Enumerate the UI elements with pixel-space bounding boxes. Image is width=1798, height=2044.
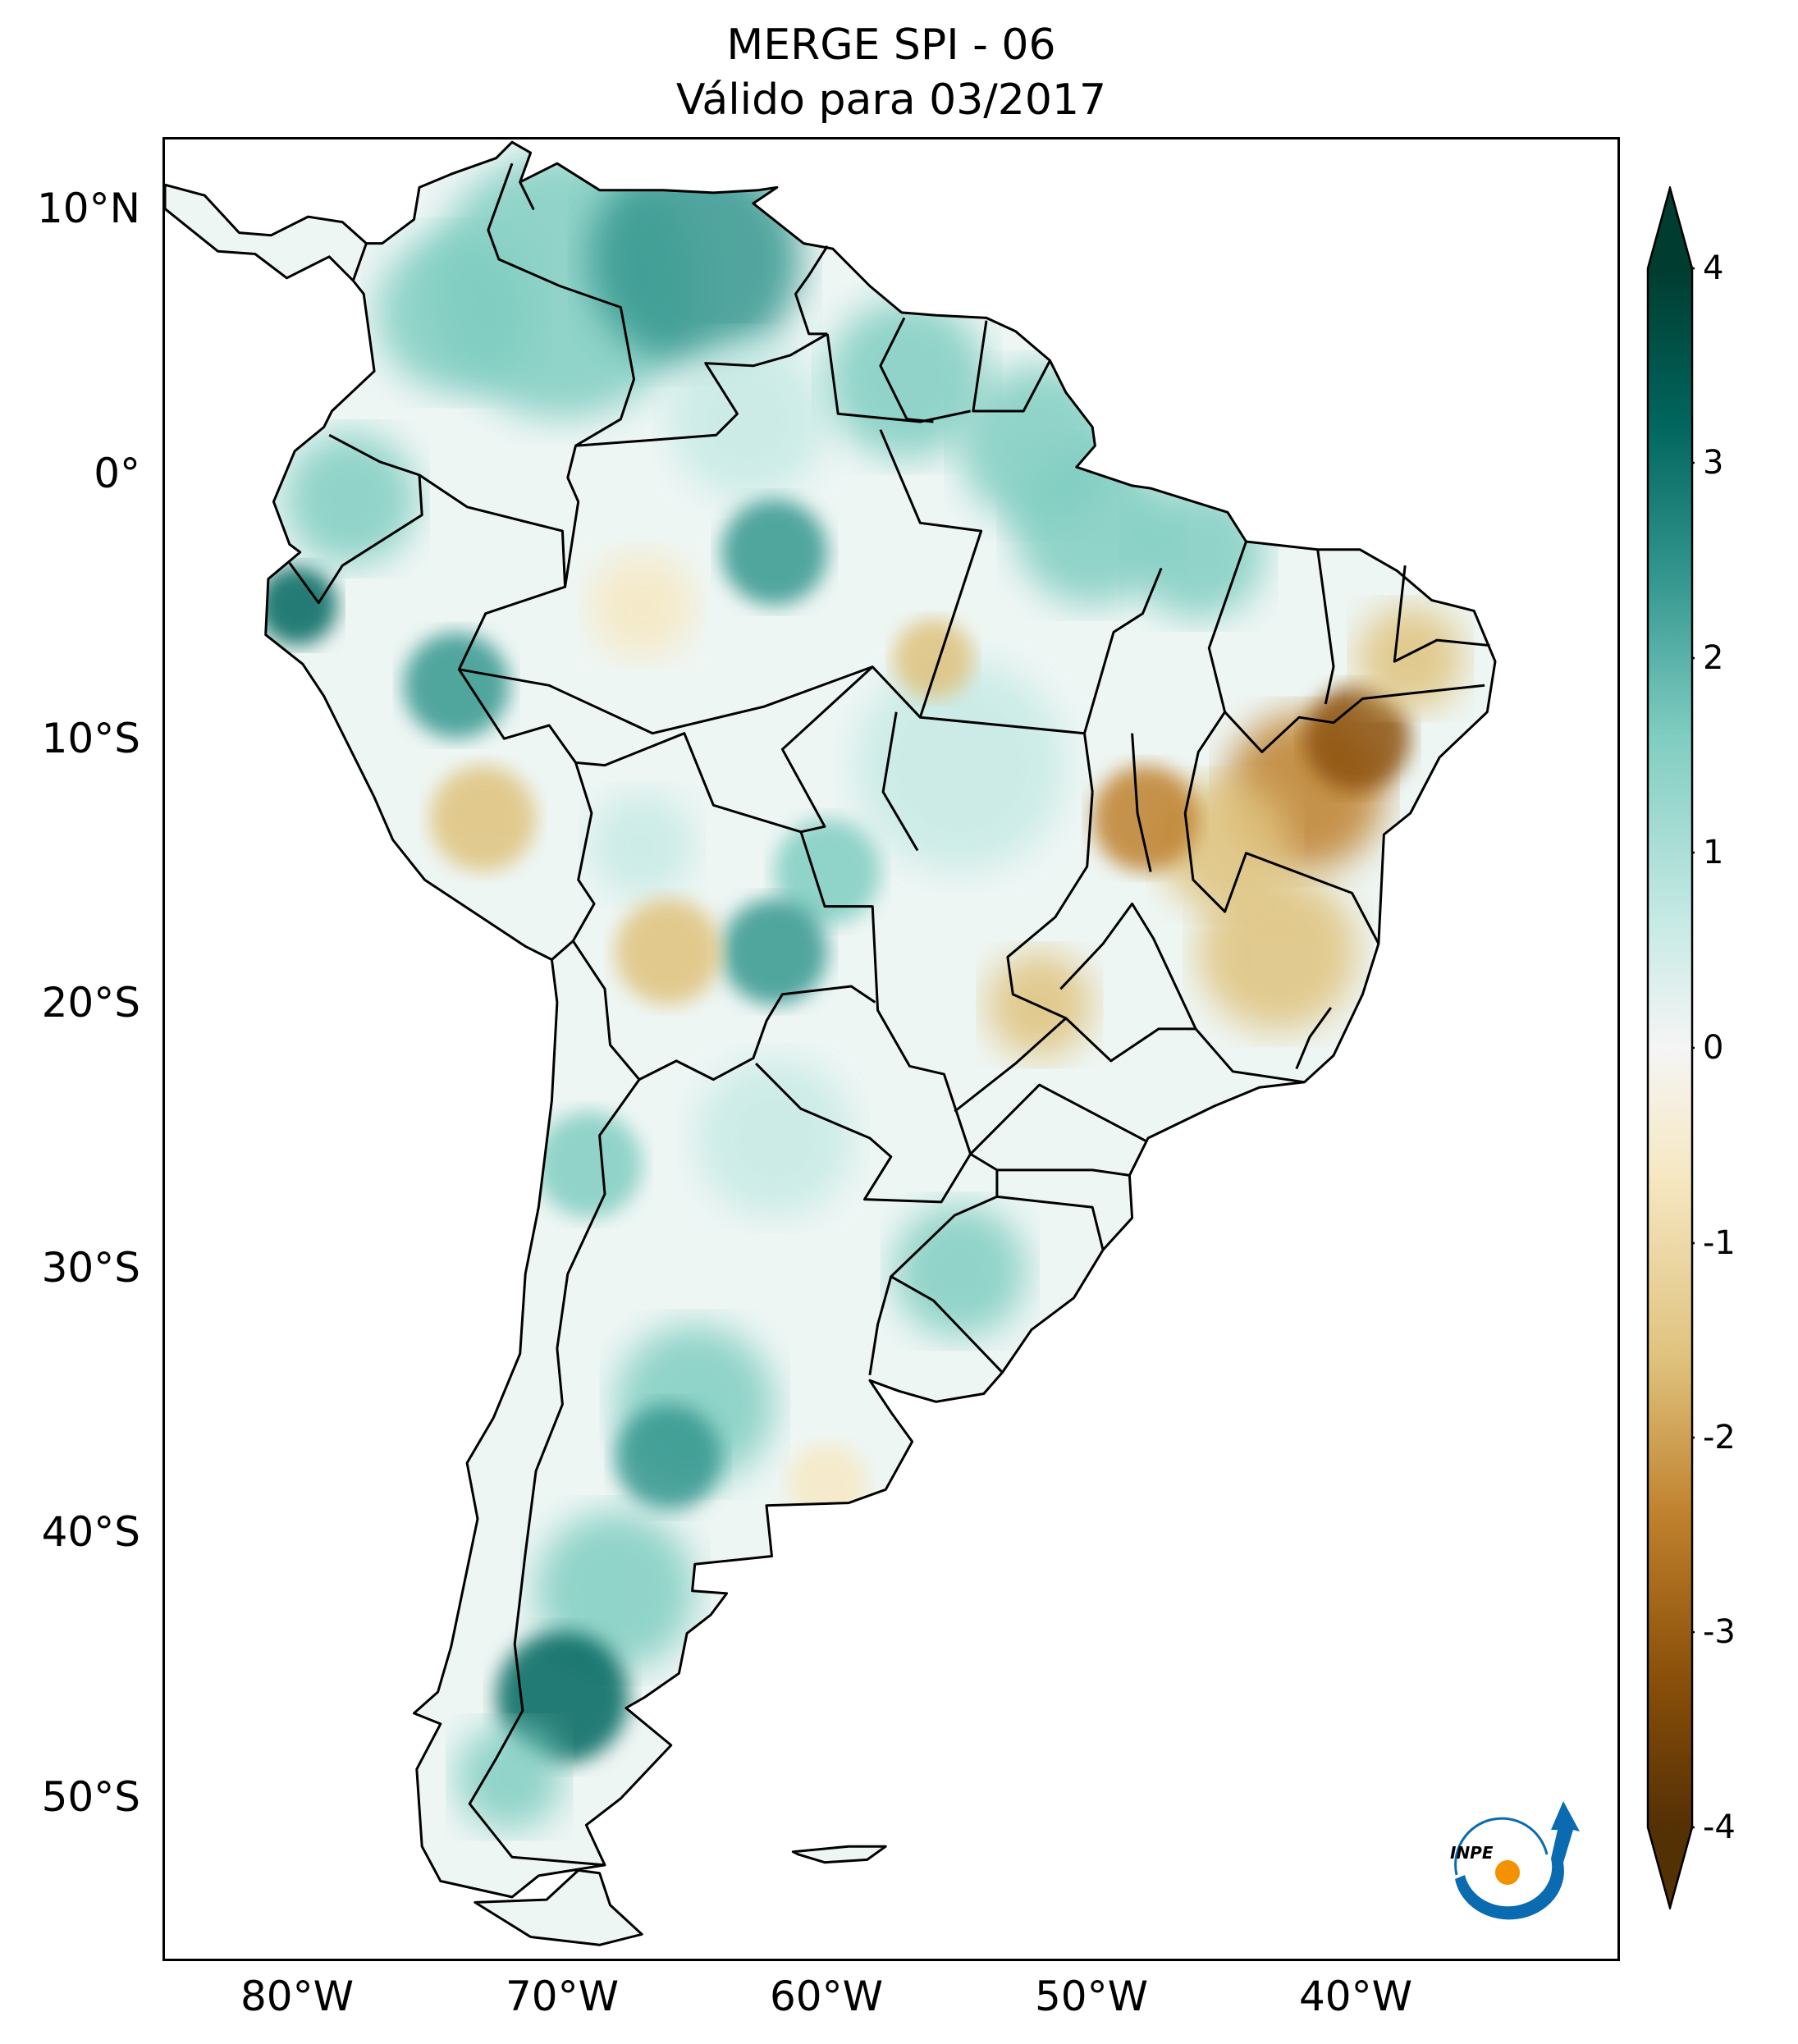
colorbar-tick-label: -4 [1703,1809,1736,1846]
lon-tick-label: 40°W [1298,1973,1413,2020]
colorbar-tick-label: 2 [1703,639,1724,677]
map-subtitle: Válido para 03/2017 [675,75,1107,125]
colorbar [1646,186,1695,1909]
lat-tick-label: 10°N [36,185,140,232]
spi-anomaly-area [787,1444,867,1525]
spi-anomaly-area [1092,765,1199,872]
spi-anomaly-area [694,1059,854,1218]
colorbar-tick-label: -3 [1703,1613,1736,1651]
border-line [794,245,829,336]
border-line [1295,1007,1333,1070]
spi-anomaly-area [588,552,695,659]
border-line [879,429,983,718]
border-line [755,1063,972,1204]
border-line [468,1078,641,1867]
map-title: MERGE SPI - 06 [726,21,1056,70]
lat-tick-label: 20°S [41,979,140,1027]
border-line [1131,733,1152,872]
spi-anomaly-area [588,153,801,366]
colorbar-tick-label: -2 [1703,1419,1736,1456]
lon-tick-label: 70°W [505,1973,620,2020]
spi-anomaly-area [615,899,722,1005]
border-line [996,1195,1105,1251]
colorbar-tick-label: 1 [1703,834,1724,871]
colorbar-tick-label: 3 [1703,444,1724,482]
colorbar-extend-max [1648,188,1692,268]
border-line [879,317,934,423]
border-line [487,162,635,447]
border-line [868,1276,893,1376]
spi-anomaly-area [456,1724,563,1831]
colorbar-tick-label: -1 [1703,1224,1736,1262]
border-line [969,1083,1146,1155]
border-line [996,1168,1130,1177]
border-line [1393,565,1490,663]
spi-anomaly-area [774,818,881,925]
border-line [551,761,596,961]
colorbar-ticks [1692,267,1695,1829]
south-america-map [165,140,1497,1946]
inpe-logo-text: INPE [1450,1843,1494,1863]
spi-anomaly-area [536,1111,643,1218]
lon-tick-label: 60°W [769,1973,884,2020]
spi-anomaly-area [668,339,828,499]
spi-anomaly-area [588,792,695,899]
spi-anomaly-area [377,233,537,392]
spi-anomaly-area [1357,606,1464,712]
border-line [1207,541,1247,713]
colorbar-tick-label: 0 [1703,1029,1724,1067]
border-line [328,433,567,588]
coastline-and-borders [165,140,1497,1946]
spi-anomaly-area [894,1205,1027,1338]
map-panel [162,137,1620,1961]
border-line [881,711,919,852]
spi-anomaly-area [721,499,828,606]
spi-anomaly-area [615,1404,722,1511]
lon-tick-label: 80°W [240,1973,355,2020]
colorbar-gradient [1648,268,1692,1827]
lat-tick-label: 0° [94,450,140,497]
spi-field [165,142,1495,1946]
border-line [572,940,876,1081]
lat-tick-label: 10°S [41,715,140,762]
spi-anomaly-area [1304,685,1411,792]
border-line [826,333,971,423]
border-line [459,665,1094,793]
spi-anomaly-area [403,632,510,738]
border-line [972,320,1051,413]
spi-anomaly-area [284,432,417,565]
border-line [1316,549,1335,705]
spi-anomaly-area [1198,871,1358,1031]
border-line [1183,812,1380,944]
spi-anomaly-area [853,659,1066,871]
spi-anomaly-area [429,765,537,872]
border-line [457,332,1004,1374]
lat-tick-label: 50°S [41,1773,140,1821]
spi-anomaly-area [894,619,973,699]
spi-anomaly-area [1132,486,1265,619]
lon-tick-label: 50°W [1034,1973,1149,2020]
inpe-logo: INPE [1450,1801,1580,1920]
border-line [780,665,874,834]
colorbar-extend-min [1648,1827,1692,1908]
border-line [288,474,423,605]
spi-anomaly-area [536,1511,695,1671]
lat-tick-label: 40°S [41,1508,140,1556]
border-line [954,1017,1067,1113]
spi-anomaly-area [827,300,986,459]
border-line [1183,684,1485,814]
lat-tick-label: 30°S [41,1244,140,1292]
spi-anomaly-area [721,899,828,1005]
border-line [1059,902,1197,1030]
border-line [1083,567,1163,734]
spi-anomaly-area [258,565,337,646]
colorbar-tick-label: 4 [1703,249,1724,287]
